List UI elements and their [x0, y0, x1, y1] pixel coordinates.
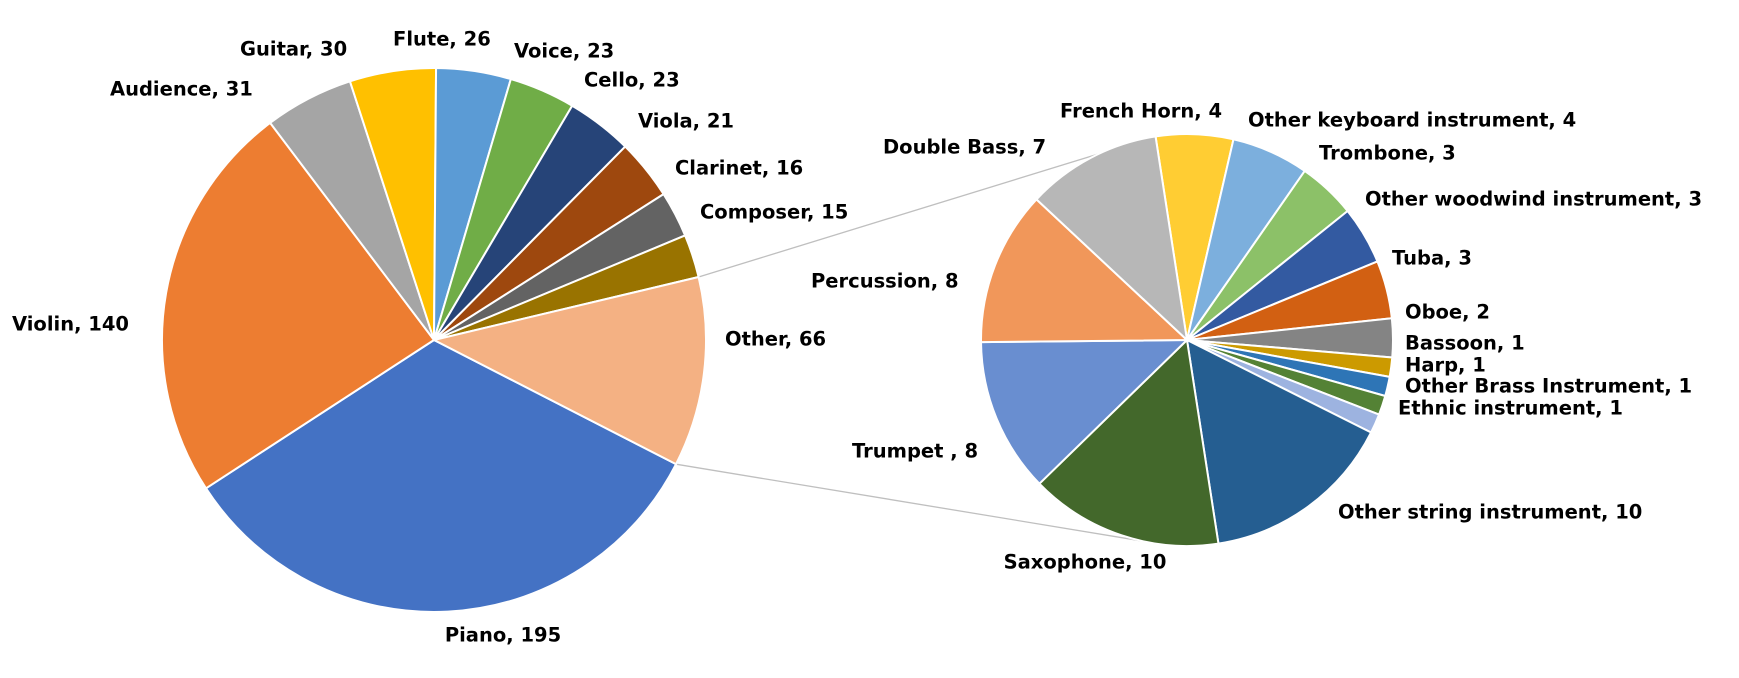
- data-labels: Piano, 195 Violin, 140 Audience, 31 Guitar,…: [12, 28, 1702, 647]
- breakout-label-french-horn: French Horn, 4: [1060, 100, 1222, 123]
- breakout-label-other-string-instrument: Other string instrument, 10: [1338, 501, 1642, 524]
- breakout-label-double-bass: Double Bass, 7: [883, 136, 1046, 159]
- main-pie: [161, 67, 707, 613]
- breakout-label-trombone: Trombone, 3: [1319, 142, 1456, 165]
- breakout-label-saxophone: Saxophone, 10: [1004, 551, 1167, 574]
- breakout-label-trumpet: Trumpet , 8: [852, 440, 978, 463]
- breakout-label-other-woodwind-instrument: Other woodwind instrument, 3: [1365, 188, 1702, 211]
- breakout-connector-lines: [675, 135, 1156, 542]
- connector-line-top: [698, 135, 1156, 278]
- main-label-guitar: Guitar, 30: [240, 38, 347, 61]
- breakout-slice-saxophone: [1038, 339, 1220, 547]
- main-label-audience: Audience, 31: [110, 78, 253, 101]
- breakout-slice-other-string-instrument: [1186, 339, 1373, 545]
- main-slice-other: [433, 276, 707, 466]
- main-label-other: Other, 66: [725, 328, 826, 351]
- breakout-label-harp: Harp, 1: [1405, 354, 1486, 377]
- breakout-label-percussion: Percussion, 8: [811, 270, 959, 293]
- breakout-label-other-keyboard-instrument: Other keyboard instrument, 4: [1248, 109, 1576, 132]
- breakout-slice-trumpet: [980, 339, 1188, 485]
- connector-line-bottom: [675, 463, 1141, 542]
- breakout-label-ethnic-instrument: Ethnic instrument, 1: [1398, 397, 1623, 420]
- breakout-label-bassoon: Bassoon, 1: [1405, 332, 1525, 355]
- main-label-viola: Viola, 21: [638, 110, 734, 133]
- breakout-label-other-brass-instrument: Other Brass Instrument, 1: [1405, 375, 1692, 398]
- main-label-composer: Composer, 15: [700, 201, 848, 224]
- breakout-label-tuba: Tuba, 3: [1392, 247, 1472, 270]
- breakout-slice-double-bass: [1035, 135, 1188, 341]
- main-label-clarinet: Clarinet, 16: [675, 157, 803, 180]
- breakout-pie: [980, 133, 1394, 547]
- main-label-cello: Cello, 23: [584, 69, 680, 92]
- main-slice-piano: [205, 339, 678, 613]
- main-label-piano: Piano, 195: [445, 624, 561, 647]
- main-label-violin: Violin, 140: [12, 313, 129, 336]
- main-label-voice: Voice, 23: [514, 40, 614, 63]
- breakout-slice-percussion: [980, 198, 1188, 344]
- main-slice-violin: [161, 121, 435, 490]
- breakout-label-oboe: Oboe, 2: [1405, 301, 1490, 324]
- main-label-flute: Flute, 26: [393, 28, 491, 51]
